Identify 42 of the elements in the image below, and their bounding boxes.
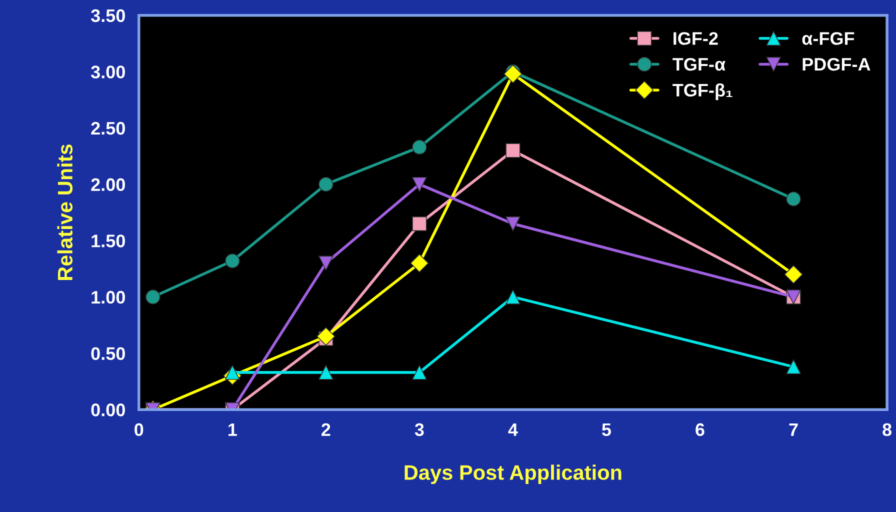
legend-label: PDGF-A bbox=[802, 58, 870, 71]
point bbox=[506, 216, 520, 232]
x-tick-label: 0 bbox=[134, 423, 144, 436]
point bbox=[318, 365, 334, 380]
point bbox=[225, 254, 240, 268]
legend-label: α-FGF bbox=[802, 32, 854, 45]
point bbox=[412, 365, 427, 380]
point bbox=[146, 290, 160, 304]
point bbox=[786, 192, 801, 206]
point bbox=[784, 265, 803, 284]
x-axis-title: Days Post Application bbox=[404, 464, 622, 484]
x-tick-label: 6 bbox=[696, 423, 704, 436]
point bbox=[412, 216, 427, 232]
y-axis-title: Relative Units bbox=[57, 144, 73, 280]
point bbox=[412, 140, 427, 155]
y-tick-label: 3.50 bbox=[90, 9, 125, 22]
y-tick-label: 3.00 bbox=[90, 66, 125, 78]
point bbox=[318, 176, 334, 192]
point bbox=[316, 327, 336, 346]
legend-label: TGF-α bbox=[672, 58, 726, 71]
point bbox=[506, 290, 520, 304]
x-tick-label: 1 bbox=[228, 423, 237, 436]
y-tick-label: 1.00 bbox=[92, 290, 125, 304]
y-tick-label: 0.50 bbox=[91, 347, 125, 360]
x-tick-label: 3 bbox=[414, 423, 424, 436]
x-tick-label: 4 bbox=[508, 423, 518, 436]
point bbox=[412, 176, 427, 192]
legend-label: IGF-2 bbox=[674, 32, 718, 45]
point bbox=[786, 359, 801, 374]
legend-label: TGF-β₁ bbox=[672, 83, 732, 100]
y-tick-label: 0.00 bbox=[91, 404, 125, 416]
x-tick-label: 8 bbox=[882, 423, 892, 436]
point bbox=[410, 254, 429, 272]
y-tick-label: 2.00 bbox=[91, 178, 125, 192]
y-tick-label: 1.50 bbox=[92, 234, 125, 248]
point bbox=[318, 256, 334, 271]
x-tick-label: 2 bbox=[322, 423, 330, 436]
y-tick-label: 2.50 bbox=[91, 122, 125, 135]
point bbox=[506, 143, 520, 158]
point bbox=[504, 64, 522, 84]
x-tick-label: 7 bbox=[789, 423, 798, 436]
x-tick-label: 5 bbox=[602, 423, 611, 436]
